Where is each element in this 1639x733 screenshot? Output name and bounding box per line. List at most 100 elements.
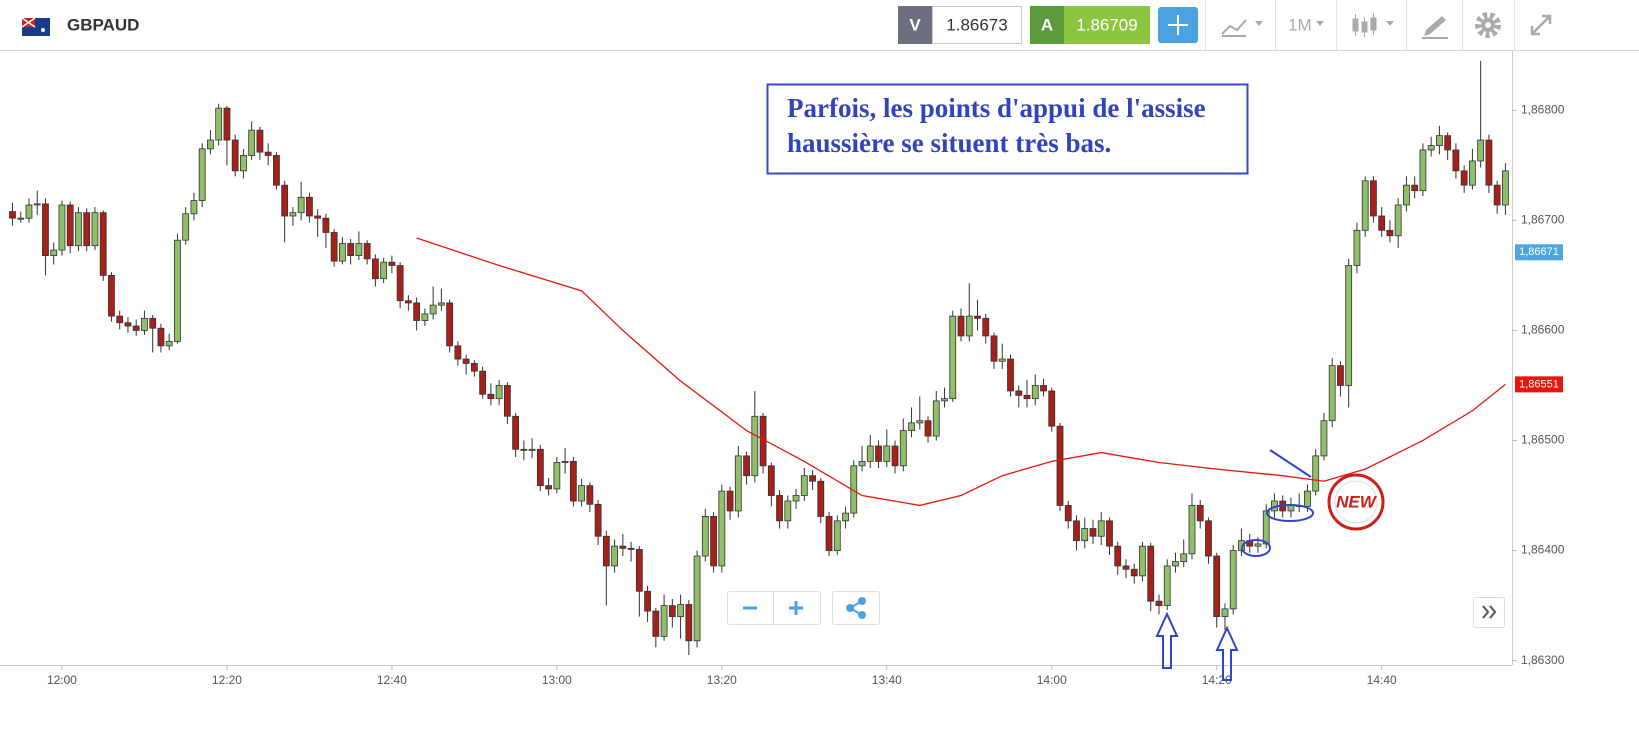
candle-body — [9, 211, 16, 219]
candle-body — [1031, 385, 1039, 400]
ask-price: 1.86709 — [1076, 15, 1137, 34]
chart-type-button[interactable] — [1221, 19, 1263, 37]
candle-body — [545, 485, 553, 490]
candle-body — [91, 212, 99, 247]
x-tick-label: 12:00 — [47, 673, 77, 687]
share-button[interactable] — [846, 597, 866, 619]
candle-body — [297, 196, 305, 214]
candle-body — [932, 400, 940, 437]
candle-body — [223, 107, 231, 141]
candle-body — [33, 203, 41, 206]
x-tick-label: 14:00 — [1037, 673, 1067, 687]
candle-body — [990, 335, 998, 362]
candle-body — [916, 420, 924, 424]
candle-body — [99, 212, 107, 276]
candle-body — [751, 415, 759, 477]
candle-body — [25, 204, 33, 219]
candle-body — [347, 243, 355, 256]
candle-body — [1007, 358, 1014, 392]
candle-body — [322, 217, 330, 233]
candle-body — [809, 475, 816, 482]
candle-body — [1485, 139, 1493, 186]
candle-body — [586, 485, 594, 505]
fullscreen-button[interactable] — [1530, 14, 1552, 36]
candle-body — [693, 555, 701, 642]
candle-body — [1155, 600, 1163, 606]
scroll-end-button[interactable] — [1473, 597, 1505, 628]
candle-body — [1460, 170, 1468, 186]
candle-body — [1205, 520, 1212, 557]
candle-body — [883, 445, 891, 462]
candle-body — [1361, 180, 1369, 231]
timeframe[interactable]: 1M — [1288, 15, 1312, 34]
candle-body — [561, 461, 569, 463]
candle-body — [446, 302, 454, 347]
candle-body — [833, 520, 841, 551]
crosshair-button[interactable] — [1158, 7, 1198, 43]
candle-body — [1180, 553, 1188, 562]
candle-body — [1312, 455, 1320, 492]
candle-body — [421, 313, 429, 321]
candle-body — [1081, 528, 1089, 542]
x-tick-label: 12:20 — [212, 673, 242, 687]
candle-body — [1254, 543, 1262, 547]
x-tick-label: 13:00 — [542, 673, 572, 687]
candle-body — [1122, 565, 1130, 570]
candle-body — [1287, 505, 1295, 512]
price-label: 1,86551 — [1519, 378, 1559, 390]
candle-body — [1370, 180, 1377, 217]
candle-body — [380, 261, 388, 280]
candle-body — [767, 465, 775, 496]
candle-body — [1023, 394, 1031, 400]
candle-body — [1221, 608, 1229, 617]
candle-body — [668, 605, 676, 617]
candle-style-button[interactable] — [1352, 13, 1394, 37]
candle-body — [842, 512, 849, 522]
candle-body — [1386, 229, 1394, 237]
draw-button[interactable] — [1422, 16, 1448, 39]
candle-body — [339, 243, 346, 262]
candle-body — [701, 516, 709, 557]
x-tick-label: 14:20 — [1202, 673, 1232, 687]
candle-body — [479, 370, 487, 395]
zoom-in-button[interactable] — [789, 601, 803, 615]
markup — [1155, 449, 1314, 681]
candle-body — [660, 605, 668, 637]
candle-body — [470, 363, 478, 372]
candle-body — [635, 549, 643, 592]
candle-body — [248, 129, 256, 156]
candle-body — [710, 516, 717, 567]
x-tick-label: 14:40 — [1367, 673, 1397, 687]
candle-body — [273, 155, 280, 186]
candle-body — [454, 345, 462, 360]
candle-body — [1097, 520, 1105, 537]
candle-body — [965, 315, 973, 337]
candle-body — [594, 503, 602, 537]
candle-body — [1064, 505, 1072, 522]
candle-body — [1493, 184, 1501, 206]
bid-box[interactable] — [932, 6, 1022, 44]
y-tick-label: 1,86700 — [1521, 213, 1565, 227]
candle-body — [215, 107, 223, 141]
candle-body — [677, 604, 684, 617]
annotation-line: haussière se situent très bas. — [787, 128, 1111, 158]
flag — [21, 17, 50, 36]
annotation-box — [766, 83, 1249, 175]
candle-body — [330, 232, 338, 262]
candle-body — [528, 448, 536, 451]
candle-body — [1114, 545, 1122, 567]
candle-body — [182, 213, 190, 241]
candle-body — [974, 315, 981, 319]
candle-body — [1229, 550, 1237, 610]
ask-box[interactable] — [1064, 6, 1150, 44]
candle-body — [116, 315, 124, 324]
settings-button[interactable] — [1475, 12, 1501, 38]
candle-body — [1188, 505, 1196, 555]
price-label-box — [1515, 376, 1563, 393]
candle-body — [108, 275, 115, 317]
candle-body — [784, 500, 792, 522]
candle-body — [388, 261, 396, 266]
candle-body — [569, 461, 577, 502]
candle-body — [1394, 204, 1402, 237]
